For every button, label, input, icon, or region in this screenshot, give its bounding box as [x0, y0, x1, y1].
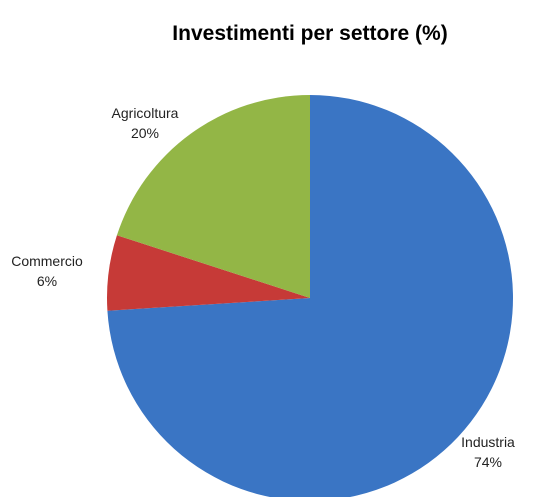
slice-label-agricoltura: Agricoltura: [112, 105, 179, 121]
pie-slice-agricoltura: [116, 95, 311, 298]
slice-label-commercio: Commercio: [11, 253, 83, 269]
slice-value-commercio: 6%: [37, 273, 57, 289]
pie-slices: [107, 95, 514, 497]
slice-labels: Industria 74% Commercio 6% Agricoltura 20%: [11, 105, 515, 470]
pie-slice-commercio: [107, 235, 310, 311]
slice-value-agricoltura: 20%: [131, 125, 159, 141]
slice-label-industria: Industria: [461, 434, 515, 450]
pie-slice-industria: [107, 95, 514, 497]
chart-title: Investimenti per settore (%): [172, 22, 447, 45]
slice-value-industria: 74%: [474, 454, 502, 470]
